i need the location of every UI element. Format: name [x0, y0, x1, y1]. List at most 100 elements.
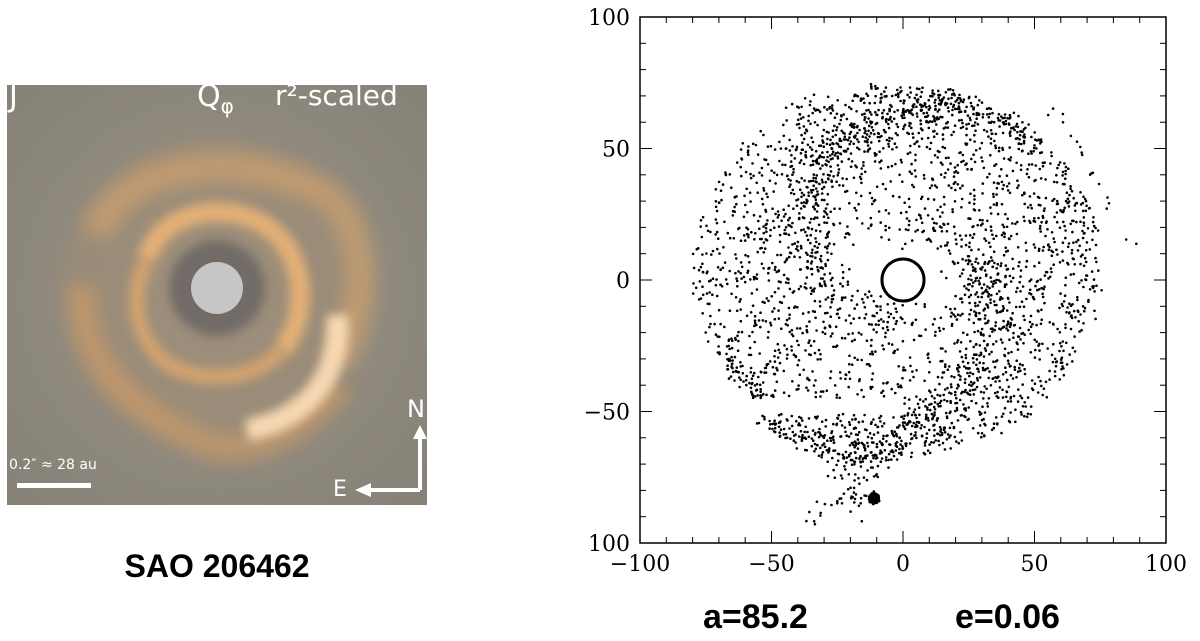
particle — [826, 203, 829, 206]
particle — [721, 266, 725, 270]
particle — [813, 433, 817, 436]
particle — [1095, 260, 1098, 264]
particle — [885, 138, 889, 142]
particle — [780, 219, 783, 222]
particle — [1021, 121, 1024, 124]
particle — [759, 129, 762, 133]
particle — [917, 131, 921, 135]
particle — [953, 107, 957, 111]
particle — [736, 334, 739, 338]
particle — [905, 423, 908, 427]
particle — [992, 300, 996, 303]
particle — [879, 449, 882, 453]
particle — [782, 134, 786, 138]
particle — [726, 364, 729, 368]
particle — [820, 420, 824, 424]
particle — [813, 287, 816, 290]
particle — [1011, 257, 1014, 261]
particle — [780, 327, 783, 331]
particle — [987, 376, 990, 380]
particle — [857, 331, 861, 335]
particle — [936, 432, 940, 436]
particle — [813, 449, 816, 453]
particle — [1005, 327, 1008, 330]
particle — [1027, 175, 1031, 179]
particle — [701, 312, 704, 315]
particle — [999, 338, 1003, 341]
particle — [788, 317, 791, 320]
particle — [894, 93, 898, 97]
particle — [861, 297, 864, 301]
particle — [929, 408, 932, 412]
particle — [1005, 185, 1009, 188]
particle — [990, 229, 993, 232]
particle — [934, 439, 937, 442]
particle — [905, 217, 909, 220]
particle — [714, 205, 718, 209]
particle — [896, 92, 900, 95]
particle — [748, 261, 751, 264]
particle — [831, 135, 835, 139]
particle — [969, 371, 972, 375]
particle — [810, 136, 813, 139]
particle — [982, 283, 986, 286]
particle — [1090, 270, 1094, 273]
particle — [986, 285, 989, 288]
particle — [1086, 227, 1090, 230]
particle — [805, 198, 808, 201]
particle — [814, 198, 818, 202]
particle — [738, 300, 741, 303]
particle — [788, 427, 791, 430]
particle — [1033, 220, 1037, 223]
particle — [989, 153, 992, 157]
particle — [840, 129, 843, 133]
particle — [939, 161, 943, 164]
particle — [866, 144, 870, 147]
particle — [1017, 184, 1020, 187]
particle — [1039, 379, 1042, 383]
particle — [1044, 178, 1047, 181]
particle — [1061, 250, 1064, 253]
particle — [1051, 360, 1055, 364]
particle — [874, 423, 877, 427]
particle — [920, 221, 924, 225]
particle — [922, 173, 926, 177]
particle — [1018, 280, 1021, 284]
particle — [1021, 130, 1024, 133]
particle — [776, 210, 780, 213]
particle — [737, 330, 740, 334]
particle — [836, 416, 839, 420]
particle — [1002, 157, 1006, 160]
particle — [770, 394, 773, 398]
particle — [758, 352, 761, 355]
particle — [727, 344, 730, 348]
particle — [1018, 362, 1022, 366]
particle — [821, 134, 824, 138]
particle — [952, 182, 956, 185]
particle — [874, 94, 877, 98]
particle — [966, 283, 970, 286]
particle — [929, 391, 932, 394]
particle — [1009, 126, 1013, 130]
particle — [1063, 294, 1067, 298]
particle — [699, 219, 703, 222]
particle — [957, 373, 960, 377]
particle — [937, 93, 940, 97]
particle — [998, 125, 1001, 128]
particle — [824, 163, 827, 166]
particle — [812, 176, 815, 180]
particle — [1030, 135, 1033, 139]
particle — [733, 205, 736, 209]
particle — [1074, 209, 1077, 213]
particle — [824, 180, 827, 184]
particle — [882, 394, 886, 398]
particle — [974, 121, 977, 124]
particle — [740, 265, 744, 269]
particle — [999, 280, 1002, 283]
particle — [814, 395, 818, 399]
particle — [769, 144, 773, 148]
particle — [1038, 151, 1042, 155]
particle — [1004, 119, 1008, 123]
particle — [1047, 277, 1050, 280]
particle — [870, 196, 874, 200]
